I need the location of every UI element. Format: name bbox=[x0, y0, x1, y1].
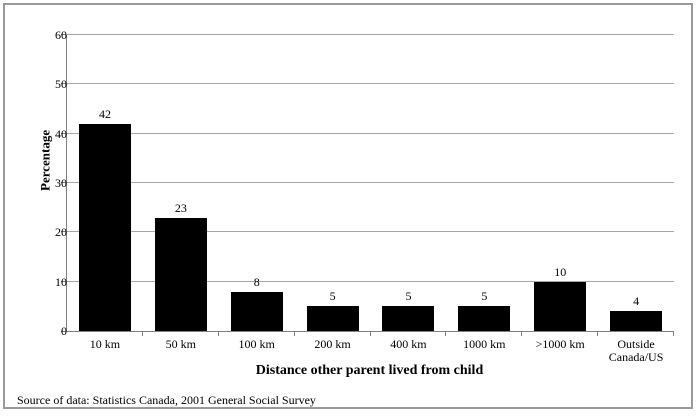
bar-outside-canada-us bbox=[610, 311, 663, 331]
source-note: Source of data: Statistics Canada, 2001 … bbox=[17, 393, 316, 407]
x-category-label: 10 km bbox=[89, 337, 121, 351]
gridline-40 bbox=[67, 132, 674, 134]
y-tick-label-30: 30 bbox=[55, 176, 67, 190]
bar-value-label: 10 bbox=[554, 264, 567, 279]
x-category-label: >1000 km bbox=[535, 337, 585, 351]
y-tick-label-50: 50 bbox=[55, 77, 67, 92]
x-category-label: 400 km bbox=[390, 337, 427, 351]
y-tick-60 bbox=[61, 34, 66, 35]
bar-column-3: 8 100 km bbox=[219, 35, 295, 351]
bar-100-km bbox=[230, 291, 283, 331]
bar-column-2: 23 50 km bbox=[143, 35, 219, 351]
x-tick-3 bbox=[293, 331, 295, 336]
x-tick-8 bbox=[673, 331, 674, 336]
bar-column-8: 4 Outside Canada/US bbox=[598, 35, 674, 364]
y-tick-40 bbox=[61, 132, 66, 134]
y-tick-20 bbox=[61, 231, 66, 233]
gridline-10 bbox=[67, 280, 674, 282]
bar-column-4: 5 200 km bbox=[295, 35, 371, 351]
x-category-label: 50 km bbox=[165, 337, 196, 351]
x-category-label: 200 km bbox=[314, 337, 351, 351]
y-tick-50 bbox=[61, 83, 66, 85]
bar-column-1: 42 10 km bbox=[67, 35, 143, 351]
gridline-50 bbox=[67, 83, 674, 85]
bar-column-7: 10 >1000 km bbox=[522, 35, 598, 351]
bar--1000-km bbox=[534, 281, 587, 331]
bar-column-5: 5 400 km bbox=[371, 35, 447, 351]
x-tick-5 bbox=[445, 331, 447, 336]
x-category-label: Outside Canada/US bbox=[608, 337, 664, 364]
bar-value-label: 42 bbox=[98, 106, 111, 121]
bar-value-label: 8 bbox=[253, 274, 260, 289]
x-category-label: 100 km bbox=[238, 337, 275, 351]
y-tick-label-20: 20 bbox=[55, 225, 67, 240]
y-tick-0 bbox=[61, 331, 66, 332]
bar-value-label: 4 bbox=[633, 294, 640, 309]
bar-value-label: 5 bbox=[329, 289, 336, 304]
gridline-60 bbox=[67, 34, 674, 35]
bar-400-km bbox=[382, 306, 435, 331]
x-category-label: 1000 km bbox=[463, 337, 506, 351]
x-axis-title: Distance other parent lived from child bbox=[255, 363, 484, 378]
y-tick-label-40: 40 bbox=[55, 126, 67, 141]
bar-value-label: 5 bbox=[405, 289, 412, 304]
chart-frame: Percentage 0 10 20 30 40 50 60 42 10 km 23 50 km 8 1… bbox=[3, 3, 693, 409]
x-tick-6 bbox=[521, 331, 523, 336]
bar-200-km bbox=[306, 306, 359, 331]
y-tick-label-10: 10 bbox=[55, 274, 67, 289]
bar-column-6: 5 1000 km bbox=[446, 35, 522, 351]
gridline-20 bbox=[67, 231, 674, 233]
x-tick-4 bbox=[369, 331, 371, 336]
y-tick-10 bbox=[61, 280, 66, 282]
x-tick-2 bbox=[217, 331, 219, 336]
y-tick-30 bbox=[61, 182, 66, 183]
bar-50-km bbox=[154, 217, 207, 331]
x-tick-7 bbox=[597, 331, 599, 336]
bar-value-label: 23 bbox=[174, 200, 187, 215]
y-tick-label-60: 60 bbox=[55, 28, 67, 42]
bar-value-label: 5 bbox=[481, 289, 488, 304]
x-tick-1 bbox=[141, 331, 143, 336]
gridline-30 bbox=[67, 182, 674, 183]
y-tick-label-0: 0 bbox=[61, 324, 67, 338]
bar-10-km bbox=[78, 123, 131, 331]
bar-1000-km bbox=[458, 306, 511, 331]
plot-area: 0 10 20 30 40 50 60 42 10 km 23 50 km 8 100 km 5 200 k… bbox=[55, 29, 674, 364]
